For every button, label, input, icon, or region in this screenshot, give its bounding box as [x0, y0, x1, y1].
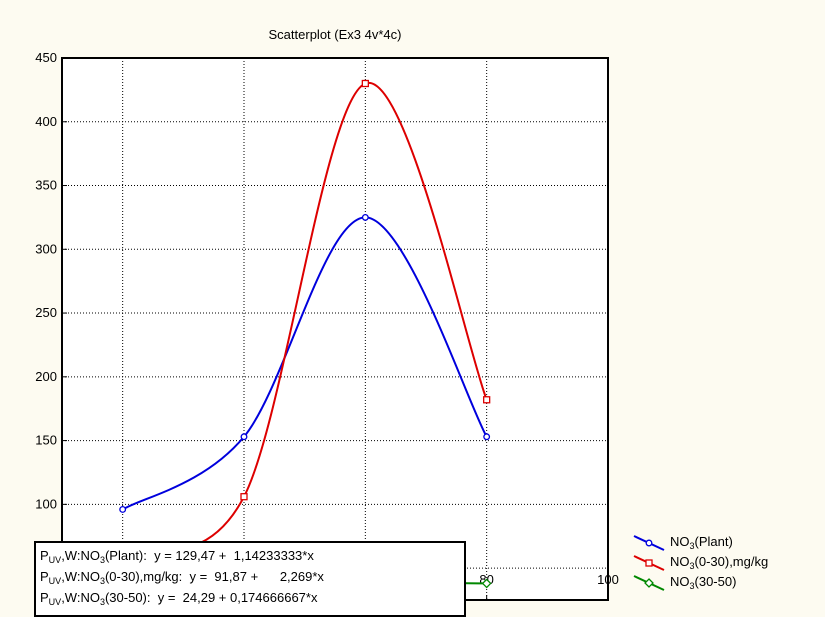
legend-label-30-50-main: NO — [670, 574, 690, 589]
equation-0-30: PUV,W:NO3(0-30),mg/kg: y = 91,87 + 2,269… — [40, 566, 464, 587]
legend-label-plant-main: NO — [670, 534, 690, 549]
plot-area — [61, 57, 609, 601]
eq-p: P — [40, 548, 49, 563]
legend-marker-0-30 — [633, 555, 665, 571]
data-point-series-0-1 — [240, 433, 248, 441]
equation-30-50: PUV,W:NO3(30-50): y = 24,29 + 0,17466666… — [40, 587, 464, 608]
legend-marker-30-50 — [633, 575, 665, 591]
eq-a: ,W:NO — [61, 569, 100, 584]
y-tick-label: 150 — [35, 433, 57, 448]
data-point-series-0-3 — [483, 433, 491, 441]
legend-label-30-50-sub: 3 — [689, 581, 695, 591]
grid — [62, 57, 609, 600]
data-point-series-1-2 — [361, 79, 369, 88]
legend-item-30-50: NO3(30-50) — [632, 572, 768, 592]
legend-label-0-30-main: NO — [670, 554, 690, 569]
y-tick-label: 350 — [35, 178, 57, 193]
legend-label-30-50-rest: (30-50) — [694, 574, 737, 589]
y-tick-label: 300 — [35, 241, 57, 256]
eq-p-sub: UV — [48, 597, 62, 607]
y-tick-label: 200 — [35, 369, 57, 384]
eq-a-sub: 3 — [99, 597, 105, 607]
y-tick-label: 450 — [35, 50, 57, 65]
eq-rest: (Plant): y = 129,47 + 1,14233333*x — [104, 548, 314, 563]
eq-p-sub: UV — [48, 555, 62, 565]
legend-label-0-30-rest: (0-30),mg/kg — [694, 554, 769, 569]
chart-title: Scatterplot (Ex3 4v*4c) — [269, 27, 402, 42]
y-tick-label: 400 — [35, 114, 57, 129]
legend-marker-plant — [633, 535, 665, 551]
eq-a-sub: 3 — [99, 576, 105, 586]
eq-p-sub: UV — [48, 576, 62, 586]
data-point-series-0-0 — [119, 506, 127, 513]
x-tick-label: 100 — [597, 572, 619, 587]
data-point-series-0-2 — [361, 213, 369, 221]
eq-p: P — [40, 590, 49, 605]
eq-rest: (0-30),mg/kg: y = 91,87 + 2,269*x — [104, 569, 324, 584]
series-line-0 — [122, 216, 488, 511]
data-point-series-1-1 — [240, 493, 248, 501]
legend-item-plant: NO3(Plant) — [632, 532, 768, 552]
eq-a: ,W:NO — [61, 590, 100, 605]
eq-rest: (30-50): y = 24,29 + 0,174666667*x — [104, 590, 318, 605]
legend-item-0-30: NO3(0-30),mg/kg — [632, 552, 768, 572]
y-tick-label: 100 — [35, 496, 57, 511]
eq-a: ,W:NO — [61, 548, 100, 563]
legend-label-plant-rest: (Plant) — [694, 534, 733, 549]
equation-box: PUV,W:NO3(Plant): y = 129,47 + 1,1423333… — [34, 541, 466, 617]
y-tick-label: 250 — [35, 305, 57, 320]
legend: NO3(Plant) NO3(0-30),mg/kg NO3(30-50) — [632, 532, 768, 592]
data-point-series-1-3 — [483, 396, 491, 404]
legend-label-0-30-sub: 3 — [689, 561, 695, 571]
legend-label-plant-sub: 3 — [689, 541, 695, 551]
data-point-series-2-3 — [481, 578, 492, 589]
eq-p: P — [40, 569, 49, 584]
eq-a-sub: 3 — [99, 555, 105, 565]
equation-plant: PUV,W:NO3(Plant): y = 129,47 + 1,1423333… — [40, 545, 464, 566]
